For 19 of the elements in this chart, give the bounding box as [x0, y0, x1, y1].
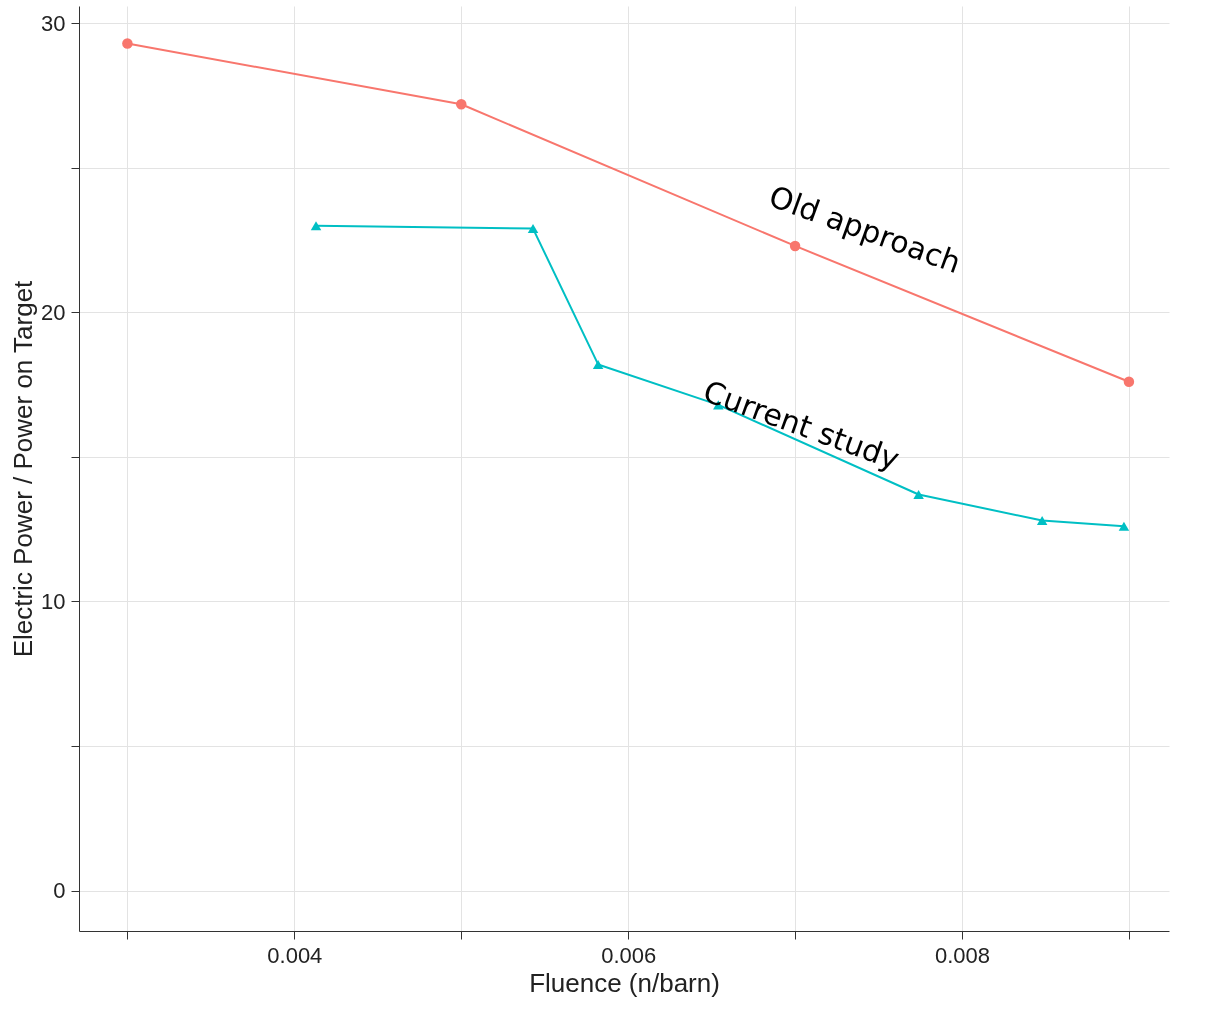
x-tick-label: 0.006	[601, 942, 657, 968]
point	[1118, 521, 1130, 531]
point	[789, 240, 801, 252]
x-tick-label: 0.008	[934, 942, 991, 968]
point	[1036, 515, 1048, 526]
point	[1123, 376, 1135, 388]
point	[592, 359, 604, 369]
y-tick-label: 20	[41, 299, 66, 325]
point	[456, 99, 467, 110]
y-tick-label: 10	[41, 588, 66, 614]
point	[913, 489, 924, 500]
point	[527, 224, 539, 234]
point	[122, 38, 133, 49]
y-axis-title: Electric Power / Power on Target	[8, 279, 39, 658]
x-tick-label: 0.004	[267, 942, 323, 968]
y-tick-label: 30	[41, 10, 66, 36]
x-axis-title: Fluence (n/barn)	[529, 967, 720, 998]
point	[310, 221, 322, 231]
y-tick-label: 0	[53, 878, 66, 904]
